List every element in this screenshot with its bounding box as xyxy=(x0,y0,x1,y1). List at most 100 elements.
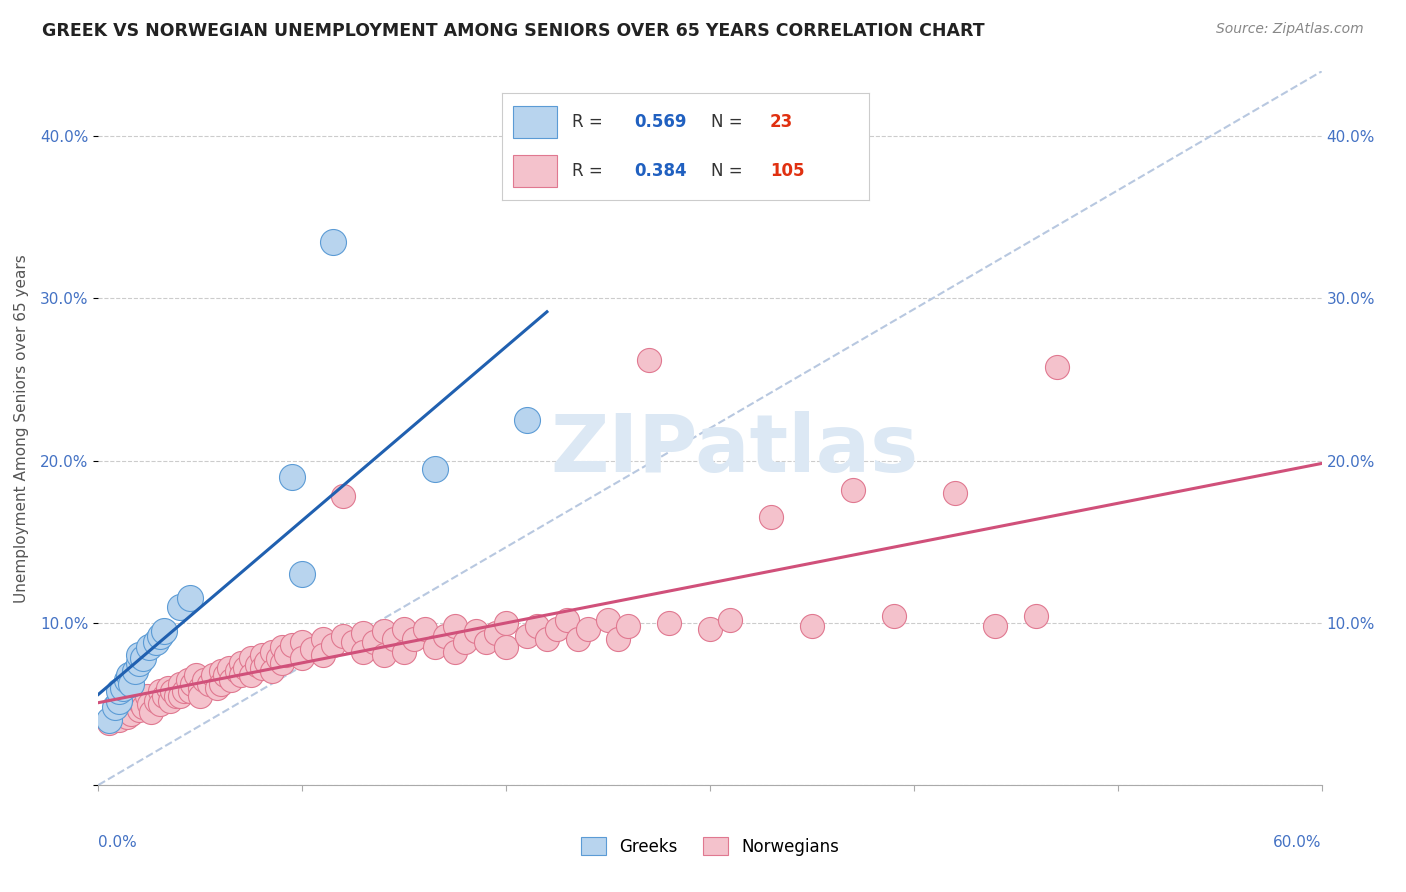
Point xyxy=(169,689,191,703)
Point xyxy=(149,697,172,711)
Point xyxy=(188,681,212,695)
Point xyxy=(209,677,232,691)
Point xyxy=(526,619,548,633)
Point xyxy=(104,700,127,714)
Point xyxy=(152,689,174,703)
Point xyxy=(260,665,283,679)
Point xyxy=(332,629,354,643)
Point xyxy=(115,673,138,687)
Point xyxy=(270,657,294,671)
Point xyxy=(141,705,163,719)
Point xyxy=(404,632,426,646)
Point xyxy=(267,651,290,665)
Point xyxy=(179,591,201,606)
Point xyxy=(128,703,150,717)
Point xyxy=(274,648,297,663)
Point xyxy=(218,661,240,675)
Point xyxy=(145,693,167,707)
Point xyxy=(205,681,228,695)
Point xyxy=(118,700,141,714)
Text: 60.0%: 60.0% xyxy=(1274,835,1322,850)
Point xyxy=(637,353,661,368)
Point xyxy=(179,684,201,698)
Point xyxy=(186,667,208,681)
Point xyxy=(254,655,277,669)
Point xyxy=(516,413,538,427)
Point xyxy=(128,657,150,671)
Point xyxy=(454,635,477,649)
Point xyxy=(138,640,160,654)
Point xyxy=(250,661,273,675)
Point xyxy=(124,665,146,679)
Point xyxy=(118,667,141,681)
Point xyxy=(111,681,134,695)
Point xyxy=(444,619,467,633)
Point xyxy=(332,489,354,503)
Point xyxy=(322,235,344,249)
Point xyxy=(322,639,344,653)
Point xyxy=(145,635,167,649)
Point xyxy=(149,684,172,698)
Point xyxy=(136,689,159,703)
Point xyxy=(240,667,263,681)
Point xyxy=(943,486,966,500)
Point xyxy=(169,677,191,691)
Point xyxy=(312,632,335,646)
Point xyxy=(699,622,721,636)
Point xyxy=(761,510,783,524)
Point xyxy=(181,677,204,691)
Point xyxy=(128,648,150,663)
Point xyxy=(423,461,446,475)
Point xyxy=(382,632,405,646)
Point xyxy=(209,665,232,679)
Point xyxy=(352,625,374,640)
Point xyxy=(111,705,134,719)
Point xyxy=(607,632,630,646)
Point xyxy=(444,645,467,659)
Point xyxy=(233,661,256,675)
Text: 0.0%: 0.0% xyxy=(98,835,138,850)
Point xyxy=(270,640,294,654)
Point xyxy=(464,624,486,638)
Point xyxy=(226,665,249,679)
Point xyxy=(138,697,160,711)
Point xyxy=(108,713,131,727)
Point xyxy=(201,667,224,681)
Point xyxy=(173,684,195,698)
Point xyxy=(219,673,242,687)
Point xyxy=(159,693,181,707)
Point xyxy=(250,648,273,663)
Point xyxy=(281,639,304,653)
Point xyxy=(291,651,314,665)
Point xyxy=(231,657,253,671)
Point xyxy=(291,567,314,582)
Point xyxy=(576,622,599,636)
Point xyxy=(516,629,538,643)
Point xyxy=(108,684,131,698)
Point xyxy=(301,641,323,656)
Point xyxy=(373,624,395,638)
Point xyxy=(120,706,142,721)
Point xyxy=(177,673,200,687)
Point xyxy=(718,613,742,627)
Y-axis label: Unemployment Among Seniors over 65 years: Unemployment Among Seniors over 65 years xyxy=(14,254,30,602)
Point xyxy=(495,640,517,654)
Point xyxy=(474,635,498,649)
Text: Source: ZipAtlas.com: Source: ZipAtlas.com xyxy=(1216,22,1364,37)
Point xyxy=(567,632,589,646)
Point xyxy=(197,677,219,691)
Point xyxy=(373,648,395,663)
Point xyxy=(352,645,374,659)
Point xyxy=(536,632,558,646)
Text: ZIPatlas: ZIPatlas xyxy=(550,410,918,489)
Text: GREEK VS NORWEGIAN UNEMPLOYMENT AMONG SENIORS OVER 65 YEARS CORRELATION CHART: GREEK VS NORWEGIAN UNEMPLOYMENT AMONG SE… xyxy=(42,22,984,40)
Point xyxy=(124,697,146,711)
Point xyxy=(152,624,174,638)
Point xyxy=(165,689,187,703)
Point xyxy=(342,635,364,649)
Point xyxy=(120,677,142,691)
Point xyxy=(312,648,335,663)
Point xyxy=(169,599,191,614)
Point xyxy=(485,625,508,640)
Point xyxy=(149,629,172,643)
